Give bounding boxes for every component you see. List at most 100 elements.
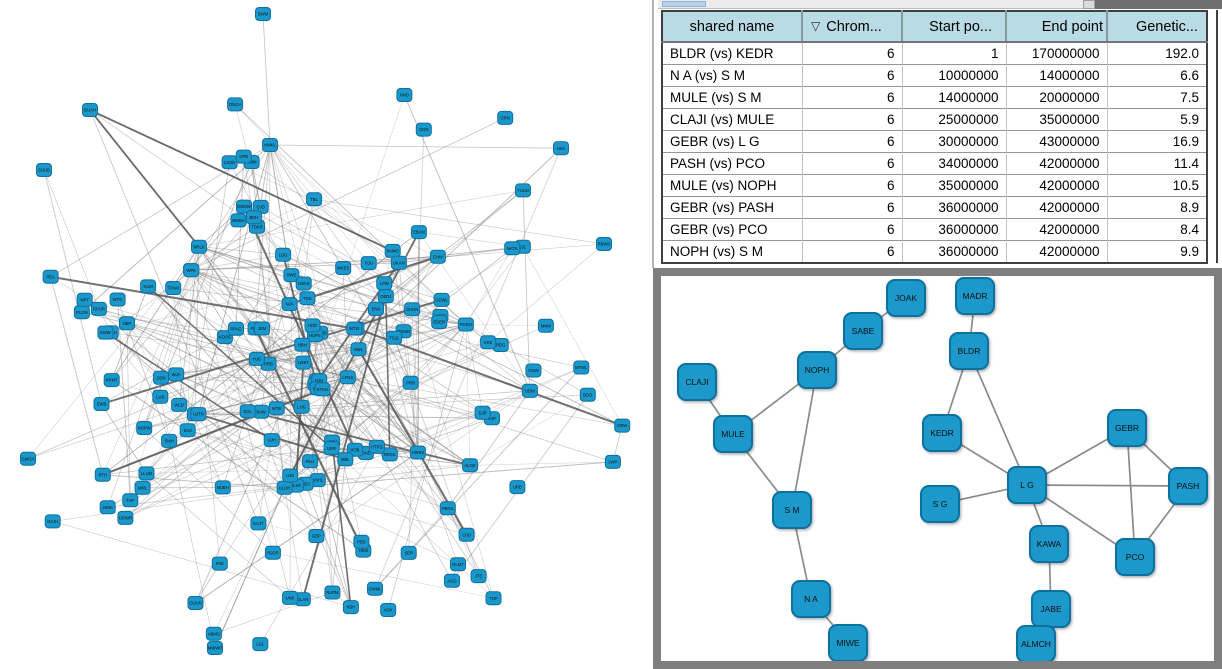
network-node[interactable]: TPAM [165, 281, 182, 295]
network-node[interactable]: TULM [515, 183, 531, 198]
network-node[interactable]: LSOD [221, 155, 238, 170]
network-node[interactable]: LPNS [339, 370, 356, 385]
network-node[interactable]: HOD [304, 318, 321, 333]
network-node[interactable]: WPK [183, 263, 200, 278]
network-node[interactable]: NUPM [324, 585, 341, 600]
network-node[interactable]: S M [772, 491, 812, 529]
network-node[interactable]: MTWL [573, 360, 590, 375]
network-node[interactable]: EOL [239, 404, 256, 419]
network-node[interactable]: PEA [42, 269, 59, 284]
network-node[interactable]: NATK [504, 241, 521, 256]
table-row[interactable]: CLAJI (vs) MULE 6 25000000 35000000 5.9 [662, 108, 1207, 131]
network-node[interactable]: WTG [109, 292, 126, 307]
network-node[interactable]: DJP [474, 405, 491, 420]
network-node[interactable]: PBGS [439, 501, 456, 516]
network-node[interactable]: BUAH [82, 103, 98, 117]
network-node[interactable]: UJTN [190, 407, 207, 422]
network-node[interactable]: DWSW [236, 199, 252, 214]
network-node[interactable]: KAWA [1029, 525, 1069, 563]
network-node[interactable]: UKR [323, 441, 340, 456]
network-node[interactable]: KTKN [314, 382, 331, 397]
network-node[interactable]: UDW [521, 383, 538, 398]
network-node[interactable]: KUM [140, 279, 157, 294]
network-node[interactable]: OUUN [187, 596, 204, 610]
network-node[interactable]: KEDR [922, 414, 962, 452]
network-node[interactable]: NOPW [136, 421, 153, 435]
network-node[interactable]: WTE [268, 401, 285, 416]
column-header-start-point[interactable]: Start po... [901, 11, 1006, 43]
network-node[interactable]: EDER [431, 315, 448, 329]
network-node[interactable]: HTPG [368, 439, 385, 454]
subnetwork-canvas[interactable]: JOAK MADR SABE BLDR NOPH CLAJI MULE KEDR GEBR L G… [661, 276, 1214, 661]
network-node[interactable]: EWB [93, 397, 110, 411]
network-node[interactable]: JOAK [886, 279, 926, 317]
network-node[interactable]: TSJL [386, 330, 403, 345]
network-node[interactable]: MBL [337, 452, 354, 467]
network-node[interactable]: BWBA [230, 213, 247, 228]
network-node[interactable]: BDO [579, 387, 596, 402]
network-node[interactable]: NOPH [797, 351, 837, 389]
network-node[interactable]: POGU [457, 317, 474, 332]
network-node[interactable]: TGP [485, 591, 502, 606]
filter-icon[interactable]: ▽ [811, 18, 821, 33]
network-node[interactable]: LWKT [295, 355, 312, 370]
network-node[interactable]: PAMO [384, 243, 401, 258]
network-node[interactable]: OON [415, 122, 432, 137]
network-node[interactable]: PLON [73, 305, 90, 320]
network-node[interactable]: LGL [252, 637, 269, 652]
network-node[interactable]: ONGA [227, 97, 244, 112]
network-node[interactable]: HSA [553, 141, 569, 156]
network-node[interactable]: N A [791, 580, 831, 618]
network-node[interactable]: AOK [380, 603, 397, 617]
network-node[interactable]: ALOE [462, 458, 479, 473]
network-node[interactable]: RUJ [302, 454, 319, 469]
network-node[interactable]: PASH [1168, 467, 1208, 505]
network-node[interactable]: OHGN [404, 302, 421, 317]
network-node[interactable]: SMH [161, 433, 178, 448]
network-node[interactable]: JSNK [99, 500, 116, 515]
network-node[interactable]: OEW [614, 418, 631, 433]
network-node[interactable]: CLAJI [677, 363, 717, 401]
network-node[interactable]: KRMT [103, 373, 120, 388]
table-row[interactable]: MULE (vs) S M 6 14000000 20000000 7.5 [662, 86, 1207, 109]
network-node[interactable]: NRLK [191, 239, 207, 254]
network-node[interactable]: GEBR [1107, 409, 1147, 447]
network-node[interactable]: LLUM [138, 466, 155, 481]
network-node[interactable]: OAJH [44, 514, 61, 529]
network-node[interactable]: ULOH [276, 480, 293, 495]
network-node[interactable]: ORN [497, 110, 514, 125]
network-node[interactable]: KBH [342, 600, 359, 615]
network-node[interactable]: WJA [168, 367, 185, 382]
scrollbar-thumb[interactable] [662, 1, 706, 7]
network-node[interactable]: GNW [525, 363, 542, 378]
column-header-end-point[interactable]: End point [1005, 11, 1107, 43]
network-node[interactable]: PPAG [228, 321, 244, 336]
table-horizontal-scrollbar[interactable] [658, 0, 1222, 9]
network-node[interactable]: HWKS [409, 445, 426, 460]
network-node[interactable]: SER [400, 545, 417, 560]
network-node[interactable]: MNM [537, 318, 554, 333]
network-node[interactable]: LHG [293, 399, 310, 414]
table-row[interactable]: GEBR (vs) PCO 6 36000000 42000000 8.4 [662, 218, 1207, 241]
table-row[interactable]: MULE (vs) NOPH 6 35000000 42000000 10.5 [662, 174, 1207, 197]
network-node[interactable]: DLAR [294, 592, 311, 607]
network-node[interactable]: KKE [480, 335, 497, 350]
network-node[interactable]: LUS [152, 389, 169, 404]
network-node[interactable]: SUUB [36, 163, 52, 177]
network-node[interactable]: LPW [376, 276, 393, 291]
network-node[interactable]: ENA [368, 301, 384, 316]
network-node[interactable]: GMGH [20, 451, 36, 466]
network-node[interactable]: KAJT [250, 516, 267, 531]
column-header-shared-name[interactable]: shared name [662, 11, 802, 43]
network-node[interactable]: EHJ [179, 423, 196, 438]
network-node[interactable]: NNO [396, 88, 413, 102]
network-node[interactable]: HJU [360, 256, 377, 271]
network-node[interactable]: MNL [134, 480, 151, 495]
network-node[interactable]: LWAS [295, 276, 312, 291]
network-node[interactable]: RDSS [381, 447, 398, 462]
network-node[interactable]: RLMT [450, 557, 466, 572]
network-node[interactable]: LWP [604, 454, 621, 469]
table-row[interactable]: GEBR (vs) PASH 6 36000000 42000000 8.9 [662, 196, 1207, 219]
network-node[interactable]: SABE [843, 312, 883, 350]
network-node[interactable]: MTW [346, 321, 363, 336]
